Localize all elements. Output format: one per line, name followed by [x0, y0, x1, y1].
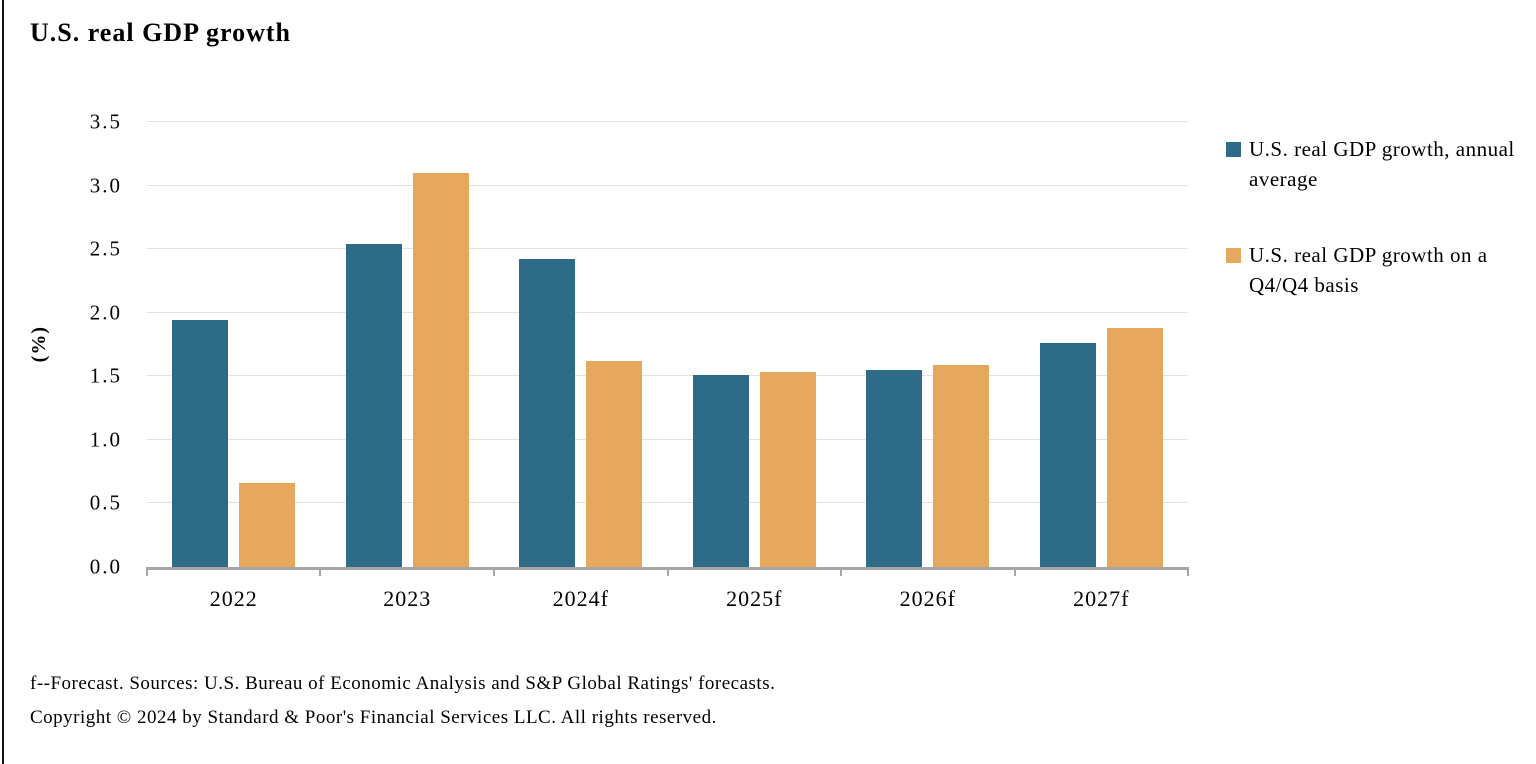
footnotes: f--Forecast. Sources: U.S. Bureau of Eco… [30, 667, 775, 735]
legend-swatch-icon [1226, 248, 1241, 263]
bar-2022-q4q4 [239, 483, 296, 567]
x-tick-label-2024f: 2024f [552, 586, 609, 611]
bar-group-2026f [841, 122, 1015, 567]
x-tick-3 [666, 567, 669, 576]
y-tick-label-0.5: 0.5 [89, 490, 122, 515]
gridline-3.5 [147, 121, 1188, 122]
y-tick-label-1.0: 1.0 [89, 427, 122, 452]
gridlines [147, 121, 1188, 567]
bar-2027f-annual [1039, 343, 1096, 567]
left-border-rule [2, 0, 4, 764]
x-tick-label-2023: 2023 [383, 586, 432, 611]
x-ticks [146, 567, 1189, 577]
gridline-2.5 [147, 248, 1188, 250]
bar-group-2022 [147, 122, 321, 567]
x-tick-1 [319, 567, 322, 576]
gridline-1.5 [147, 375, 1188, 377]
legend-swatch-icon [1226, 142, 1241, 157]
bar-2023-annual [345, 244, 402, 567]
x-axis-labels: 2022 2023 2024f 2025f 2026f 2027f [147, 586, 1188, 612]
gridline-0.5 [147, 502, 1188, 504]
chart-title: U.S. real GDP growth [30, 18, 291, 47]
bar-2025f-annual [692, 375, 749, 567]
plot-area [146, 121, 1189, 576]
y-tick-label-1.5: 1.5 [89, 363, 122, 388]
x-tick-2 [492, 567, 495, 576]
bar-2024f-q4q4 [586, 361, 643, 567]
bar-2027f-q4q4 [1106, 327, 1163, 567]
bars-layer [147, 122, 1188, 567]
x-tick-6 [1187, 567, 1189, 576]
y-tick-label-2.5: 2.5 [89, 236, 122, 261]
footnote-copyright: Copyright © 2024 by Standard & Poor's Fi… [30, 707, 717, 728]
gridline-1.0 [147, 438, 1188, 440]
x-tick-5 [1013, 567, 1016, 576]
bar-group-2023 [321, 122, 495, 567]
x-tick-label-2026f: 2026f [899, 586, 956, 611]
bar-2025f-q4q4 [759, 372, 816, 567]
legend-label: U.S. real GDP growth, annual average [1249, 137, 1515, 191]
bar-group-2025f [668, 122, 842, 567]
legend-item-q4q4-basis: U.S. real GDP growth on a Q4/Q4 basis [1226, 240, 1526, 300]
x-tick-4 [839, 567, 842, 576]
y-axis-title: (%) [28, 326, 50, 363]
bar-2026f-q4q4 [933, 364, 990, 567]
bar-2024f-annual [519, 259, 576, 567]
x-tick-label-2022: 2022 [209, 586, 258, 611]
y-tick-label-0.0: 0.0 [89, 554, 122, 579]
bar-group-2027f [1015, 122, 1189, 567]
y-tick-label-2.0: 2.0 [89, 300, 122, 325]
bar-2022-annual [172, 320, 229, 567]
bar-2023-q4q4 [412, 172, 469, 567]
gridline-2.0 [147, 311, 1188, 313]
gridline-3.0 [147, 184, 1188, 186]
y-tick-label-3.0: 3.0 [89, 173, 122, 198]
footnote-source: f--Forecast. Sources: U.S. Bureau of Eco… [30, 673, 776, 694]
y-tick-label-3.5: 3.5 [89, 109, 122, 134]
legend-label: U.S. real GDP growth on a Q4/Q4 basis [1249, 243, 1488, 297]
legend-item-annual-average: U.S. real GDP growth, annual average [1226, 134, 1526, 194]
x-tick-label-2025f: 2025f [726, 586, 783, 611]
x-tick-0 [146, 567, 148, 576]
legend: U.S. real GDP growth, annual average U.S.… [1226, 134, 1526, 300]
x-tick-label-2027f: 2027f [1073, 586, 1130, 611]
y-axis-labels: 0.0 0.5 1.0 1.5 2.0 2.5 3.0 3.5 [58, 110, 122, 579]
bar-2026f-annual [866, 369, 923, 567]
bar-group-2024f [494, 122, 668, 567]
